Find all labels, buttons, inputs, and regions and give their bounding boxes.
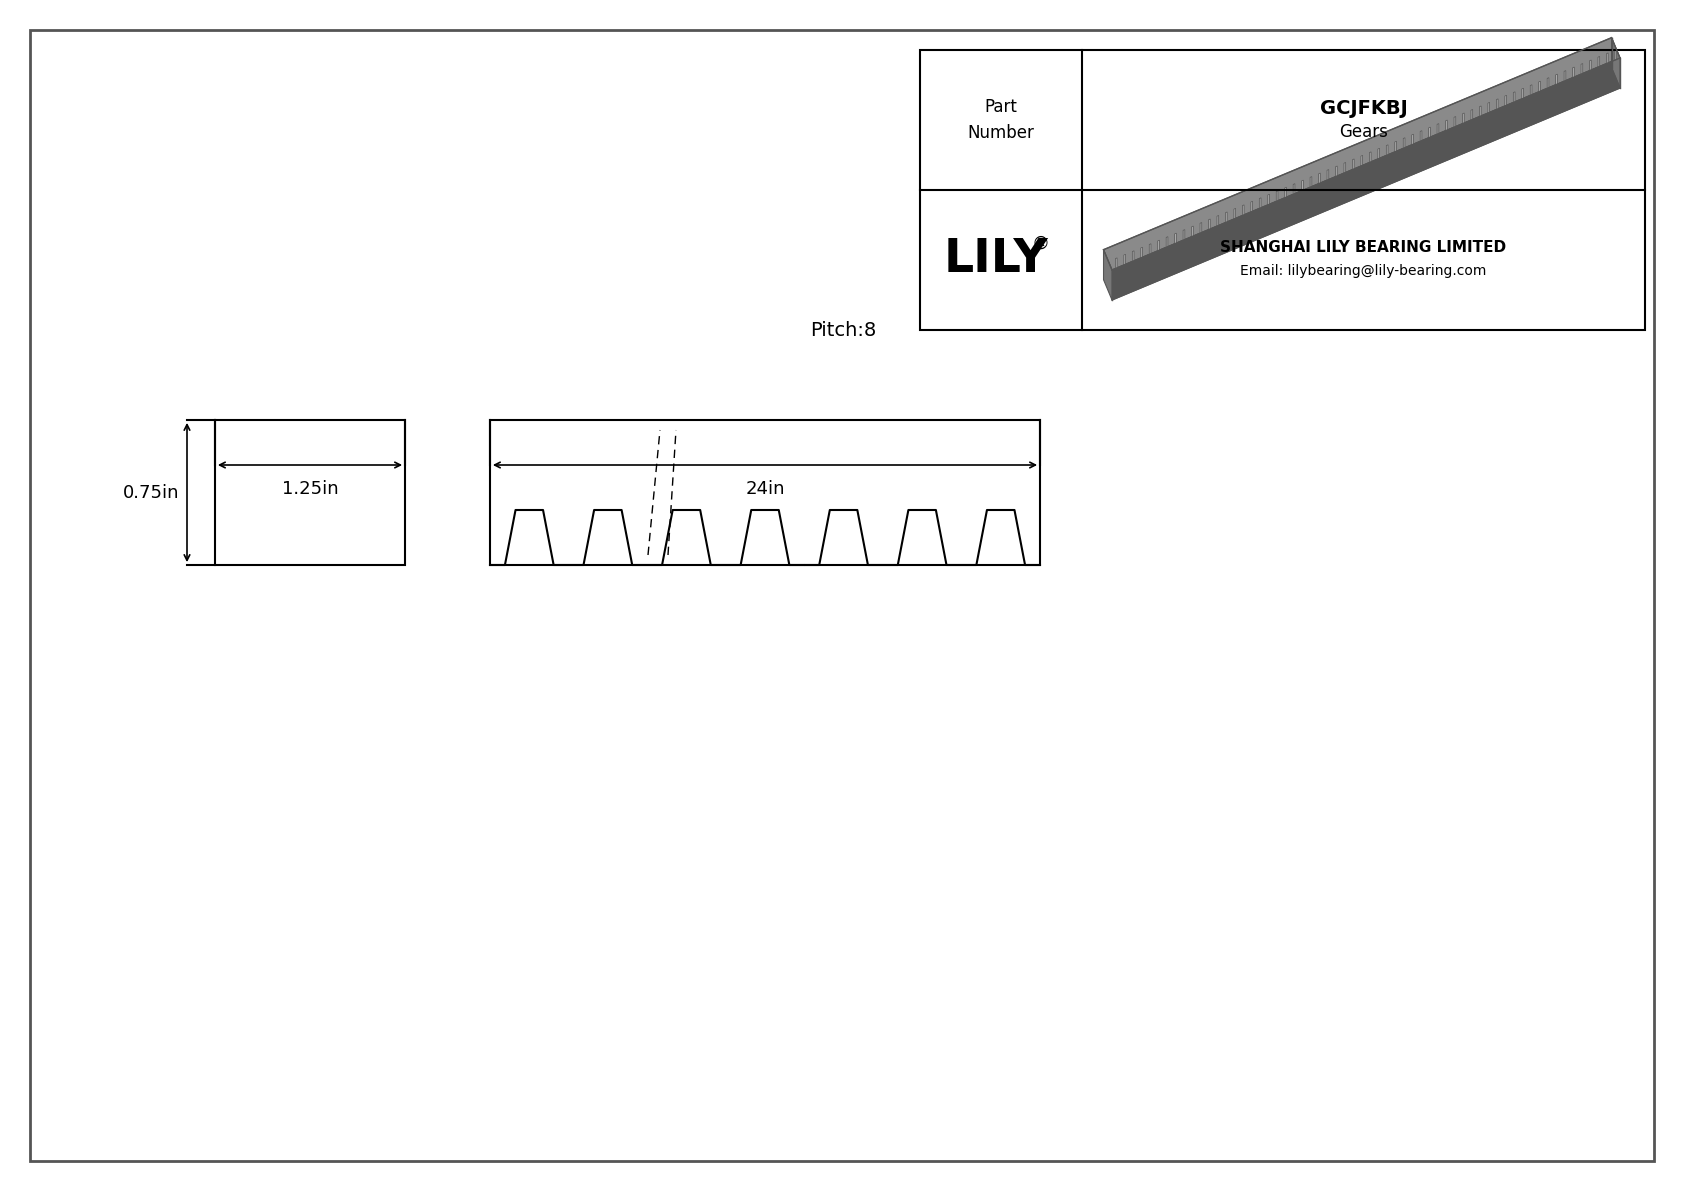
Polygon shape: [1115, 258, 1116, 269]
Polygon shape: [1598, 56, 1600, 67]
Polygon shape: [1411, 135, 1413, 145]
Polygon shape: [1386, 145, 1388, 156]
Polygon shape: [1276, 191, 1278, 201]
Polygon shape: [1123, 255, 1125, 266]
Polygon shape: [1234, 208, 1236, 219]
Polygon shape: [1175, 233, 1177, 244]
Polygon shape: [1497, 99, 1499, 110]
Polygon shape: [1394, 142, 1396, 152]
Text: Pitch:8: Pitch:8: [810, 320, 876, 339]
Polygon shape: [1505, 95, 1507, 106]
Polygon shape: [1615, 49, 1617, 60]
Polygon shape: [1480, 106, 1482, 117]
Polygon shape: [1167, 237, 1169, 248]
Polygon shape: [1140, 248, 1142, 258]
Polygon shape: [1361, 155, 1362, 166]
Polygon shape: [1436, 124, 1438, 135]
Polygon shape: [1590, 60, 1591, 70]
Polygon shape: [1556, 74, 1558, 85]
Polygon shape: [1531, 85, 1532, 95]
Polygon shape: [1335, 166, 1337, 176]
Polygon shape: [1132, 251, 1133, 262]
Polygon shape: [1157, 241, 1159, 251]
Polygon shape: [1103, 250, 1111, 300]
Polygon shape: [1453, 117, 1455, 127]
Polygon shape: [1111, 58, 1620, 300]
Text: Part
Number: Part Number: [968, 99, 1034, 142]
Polygon shape: [1302, 180, 1303, 191]
Polygon shape: [1428, 127, 1430, 138]
Polygon shape: [1293, 183, 1295, 194]
Polygon shape: [1344, 162, 1346, 173]
Polygon shape: [1243, 205, 1244, 216]
Polygon shape: [1548, 77, 1549, 88]
Text: 0.75in: 0.75in: [123, 484, 179, 501]
Text: ®: ®: [1032, 235, 1051, 252]
Bar: [919, 50, 1645, 330]
Polygon shape: [1607, 52, 1608, 63]
Polygon shape: [1103, 38, 1620, 270]
Polygon shape: [1268, 194, 1270, 205]
Polygon shape: [1539, 81, 1541, 92]
Bar: [490, 420, 1041, 565]
Polygon shape: [1472, 110, 1474, 120]
Polygon shape: [1403, 138, 1404, 149]
Polygon shape: [1581, 63, 1583, 74]
Polygon shape: [1319, 173, 1320, 183]
Text: Email: lilybearing@lily-bearing.com: Email: lilybearing@lily-bearing.com: [1241, 264, 1487, 278]
Text: Gears: Gears: [1339, 123, 1388, 141]
Polygon shape: [1352, 158, 1354, 169]
Polygon shape: [1184, 230, 1186, 241]
Text: 1.25in: 1.25in: [281, 480, 338, 498]
Polygon shape: [1148, 244, 1150, 255]
Text: GCJFKBJ: GCJFKBJ: [1320, 99, 1408, 118]
Text: 24in: 24in: [746, 480, 785, 498]
Text: LILY: LILY: [943, 237, 1049, 282]
Polygon shape: [1192, 226, 1194, 237]
Polygon shape: [1251, 201, 1253, 212]
Polygon shape: [1260, 198, 1261, 208]
Polygon shape: [1201, 223, 1202, 233]
Polygon shape: [1612, 38, 1620, 88]
Polygon shape: [1445, 120, 1447, 131]
Polygon shape: [1462, 113, 1463, 124]
Text: SHANGHAI LILY BEARING LIMITED: SHANGHAI LILY BEARING LIMITED: [1221, 239, 1507, 255]
Polygon shape: [1285, 187, 1287, 198]
Polygon shape: [1420, 131, 1421, 142]
Polygon shape: [1226, 212, 1228, 223]
Polygon shape: [1209, 219, 1211, 230]
Bar: [216, 420, 404, 565]
Polygon shape: [1514, 92, 1516, 102]
Polygon shape: [1218, 216, 1219, 226]
Polygon shape: [1489, 102, 1490, 113]
Polygon shape: [1378, 149, 1379, 160]
Polygon shape: [1564, 70, 1566, 81]
Polygon shape: [1369, 152, 1371, 163]
Polygon shape: [1573, 67, 1575, 77]
Polygon shape: [1522, 88, 1524, 99]
Polygon shape: [1327, 169, 1329, 180]
Polygon shape: [1310, 176, 1312, 187]
